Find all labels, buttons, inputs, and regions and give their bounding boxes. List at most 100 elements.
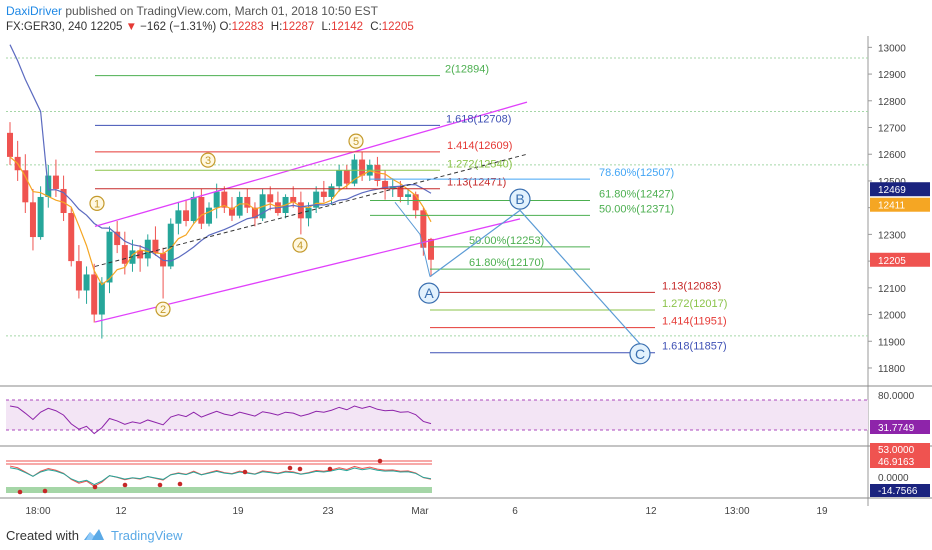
high-value: 12287: [282, 21, 315, 33]
wave-label-circle: [629, 343, 651, 365]
publish-info: published on TradingView.com, March 01, …: [62, 4, 378, 18]
publish-line: DaxiDriver published on TradingView.com,…: [6, 4, 378, 18]
fib-level-label: 2(12894): [445, 64, 489, 76]
candle-body: [106, 231, 113, 283]
wave-label: B: [515, 191, 524, 207]
candle-body: [152, 239, 159, 254]
fib-level-label: 1.414(11951): [662, 316, 727, 328]
candle-body: [397, 186, 404, 197]
macd-value-tag: [870, 471, 930, 484]
ma-blue-line: [9, 44, 432, 262]
price-tag-label: 12411: [878, 201, 906, 212]
fib-level-label: 78.60%(12507): [599, 167, 674, 179]
time-tick-label: 12: [115, 506, 127, 517]
trend-dashed-line: [94, 153, 528, 267]
candle-body: [336, 170, 343, 187]
candle-body: [29, 202, 36, 238]
candle-body: [328, 186, 335, 197]
price-tag-box: [870, 182, 930, 197]
wave-label: 1: [94, 198, 100, 210]
price-tag-label: 12469: [878, 185, 906, 196]
candle-body: [313, 191, 320, 208]
macd-green-band: [6, 487, 432, 493]
wave-label-circle: [89, 195, 105, 211]
candle-body: [290, 196, 297, 203]
price-tick-label: 12700: [878, 124, 906, 135]
wave-path-line: [394, 202, 431, 277]
chart-area[interactable]: 1300012900128001270012600125001240012300…: [0, 36, 932, 520]
candle-body: [343, 170, 350, 184]
fib-level-label: 1.13(12471): [447, 177, 506, 189]
candle-body: [420, 210, 427, 248]
wave-label-circle: [348, 133, 364, 149]
macd-cross-dot: [327, 466, 333, 472]
wave-label-circle: [292, 237, 308, 253]
symbol-name[interactable]: FX:GER30, 240: [6, 21, 88, 33]
macd-value-label: 46.9163: [878, 457, 915, 468]
macd-value-label: 0.0000: [878, 473, 909, 484]
macd-value-tag: [870, 484, 930, 497]
candle-body: [305, 207, 312, 219]
fib-level-label: 1.618(12708): [446, 113, 511, 125]
price-tick-label: 12000: [878, 311, 906, 322]
time-tick-label: 13:00: [724, 506, 749, 517]
candle-body: [382, 180, 389, 189]
candle-body: [22, 170, 29, 203]
macd-cross-dot: [287, 465, 293, 471]
wave-label: A: [424, 285, 434, 301]
candle-body: [83, 274, 90, 291]
macd-value-label: -14.7566: [878, 486, 918, 497]
time-tick-label: 6: [512, 506, 518, 517]
price-tag-box: [870, 197, 930, 212]
signal-line: [9, 467, 432, 486]
candle-body: [412, 194, 419, 211]
macd-cross-dot: [297, 466, 303, 472]
wave-label: C: [635, 346, 645, 362]
price-tick-label: 13000: [878, 43, 906, 54]
tradingview-logo-icon[interactable]: [82, 526, 106, 544]
author-link[interactable]: DaxiDriver: [6, 4, 63, 18]
candle-body: [297, 202, 304, 219]
candle-body: [91, 274, 98, 315]
fib-level-label: 1.272(12017): [662, 298, 727, 310]
tradingview-brand[interactable]: TradingView: [111, 528, 183, 543]
chart-header: DaxiDriver published on TradingView.com,…: [0, 0, 932, 38]
close-label: C:: [370, 21, 382, 33]
candle-body: [320, 191, 327, 197]
price-tick-label: 12900: [878, 70, 906, 81]
rsi-value-tag: [870, 420, 930, 434]
macd-line: [9, 465, 432, 487]
fib-level-label: 1.618(11857): [662, 341, 727, 353]
time-tick-label: 19: [232, 506, 244, 517]
wave-label-circle: [418, 282, 440, 304]
candle-body: [190, 196, 197, 222]
macd-cross-dot: [177, 481, 183, 487]
candle-body: [351, 159, 358, 184]
candle-body: [359, 159, 366, 176]
time-tick-label: Mar: [411, 506, 429, 517]
candle-body: [68, 213, 75, 262]
open-value: 12283: [231, 21, 264, 33]
fib-level-label: 61.80%(12427): [599, 188, 674, 200]
candle-body: [213, 191, 220, 208]
rsi-band: [6, 400, 868, 430]
candle-body: [121, 245, 128, 264]
candle-body: [52, 175, 59, 189]
price-tick-label: 12300: [878, 230, 906, 241]
candle-body: [114, 231, 121, 246]
macd-value-tag: [870, 443, 930, 456]
footer: Created with TradingView: [0, 520, 932, 550]
wave-label-circle: [509, 188, 531, 210]
price-tick-label: 12100: [878, 284, 906, 295]
price-tick-label: 12800: [878, 97, 906, 108]
candle-body: [236, 196, 243, 216]
macd-cross-dot: [157, 482, 163, 488]
fib-level-label: 50.00%(12371): [599, 203, 674, 215]
time-tick-label: 19: [816, 506, 828, 517]
symbol-line: FX:GER30, 240 12205 ▼ −162 (−1.31%) O:12…: [6, 21, 418, 33]
fib-level-label: 1.272(12540): [447, 158, 512, 170]
candle-body: [175, 210, 182, 224]
fib-level-label: 50.00%(12253): [469, 235, 544, 247]
candle-body: [60, 188, 67, 214]
price-panel: [6, 38, 868, 384]
